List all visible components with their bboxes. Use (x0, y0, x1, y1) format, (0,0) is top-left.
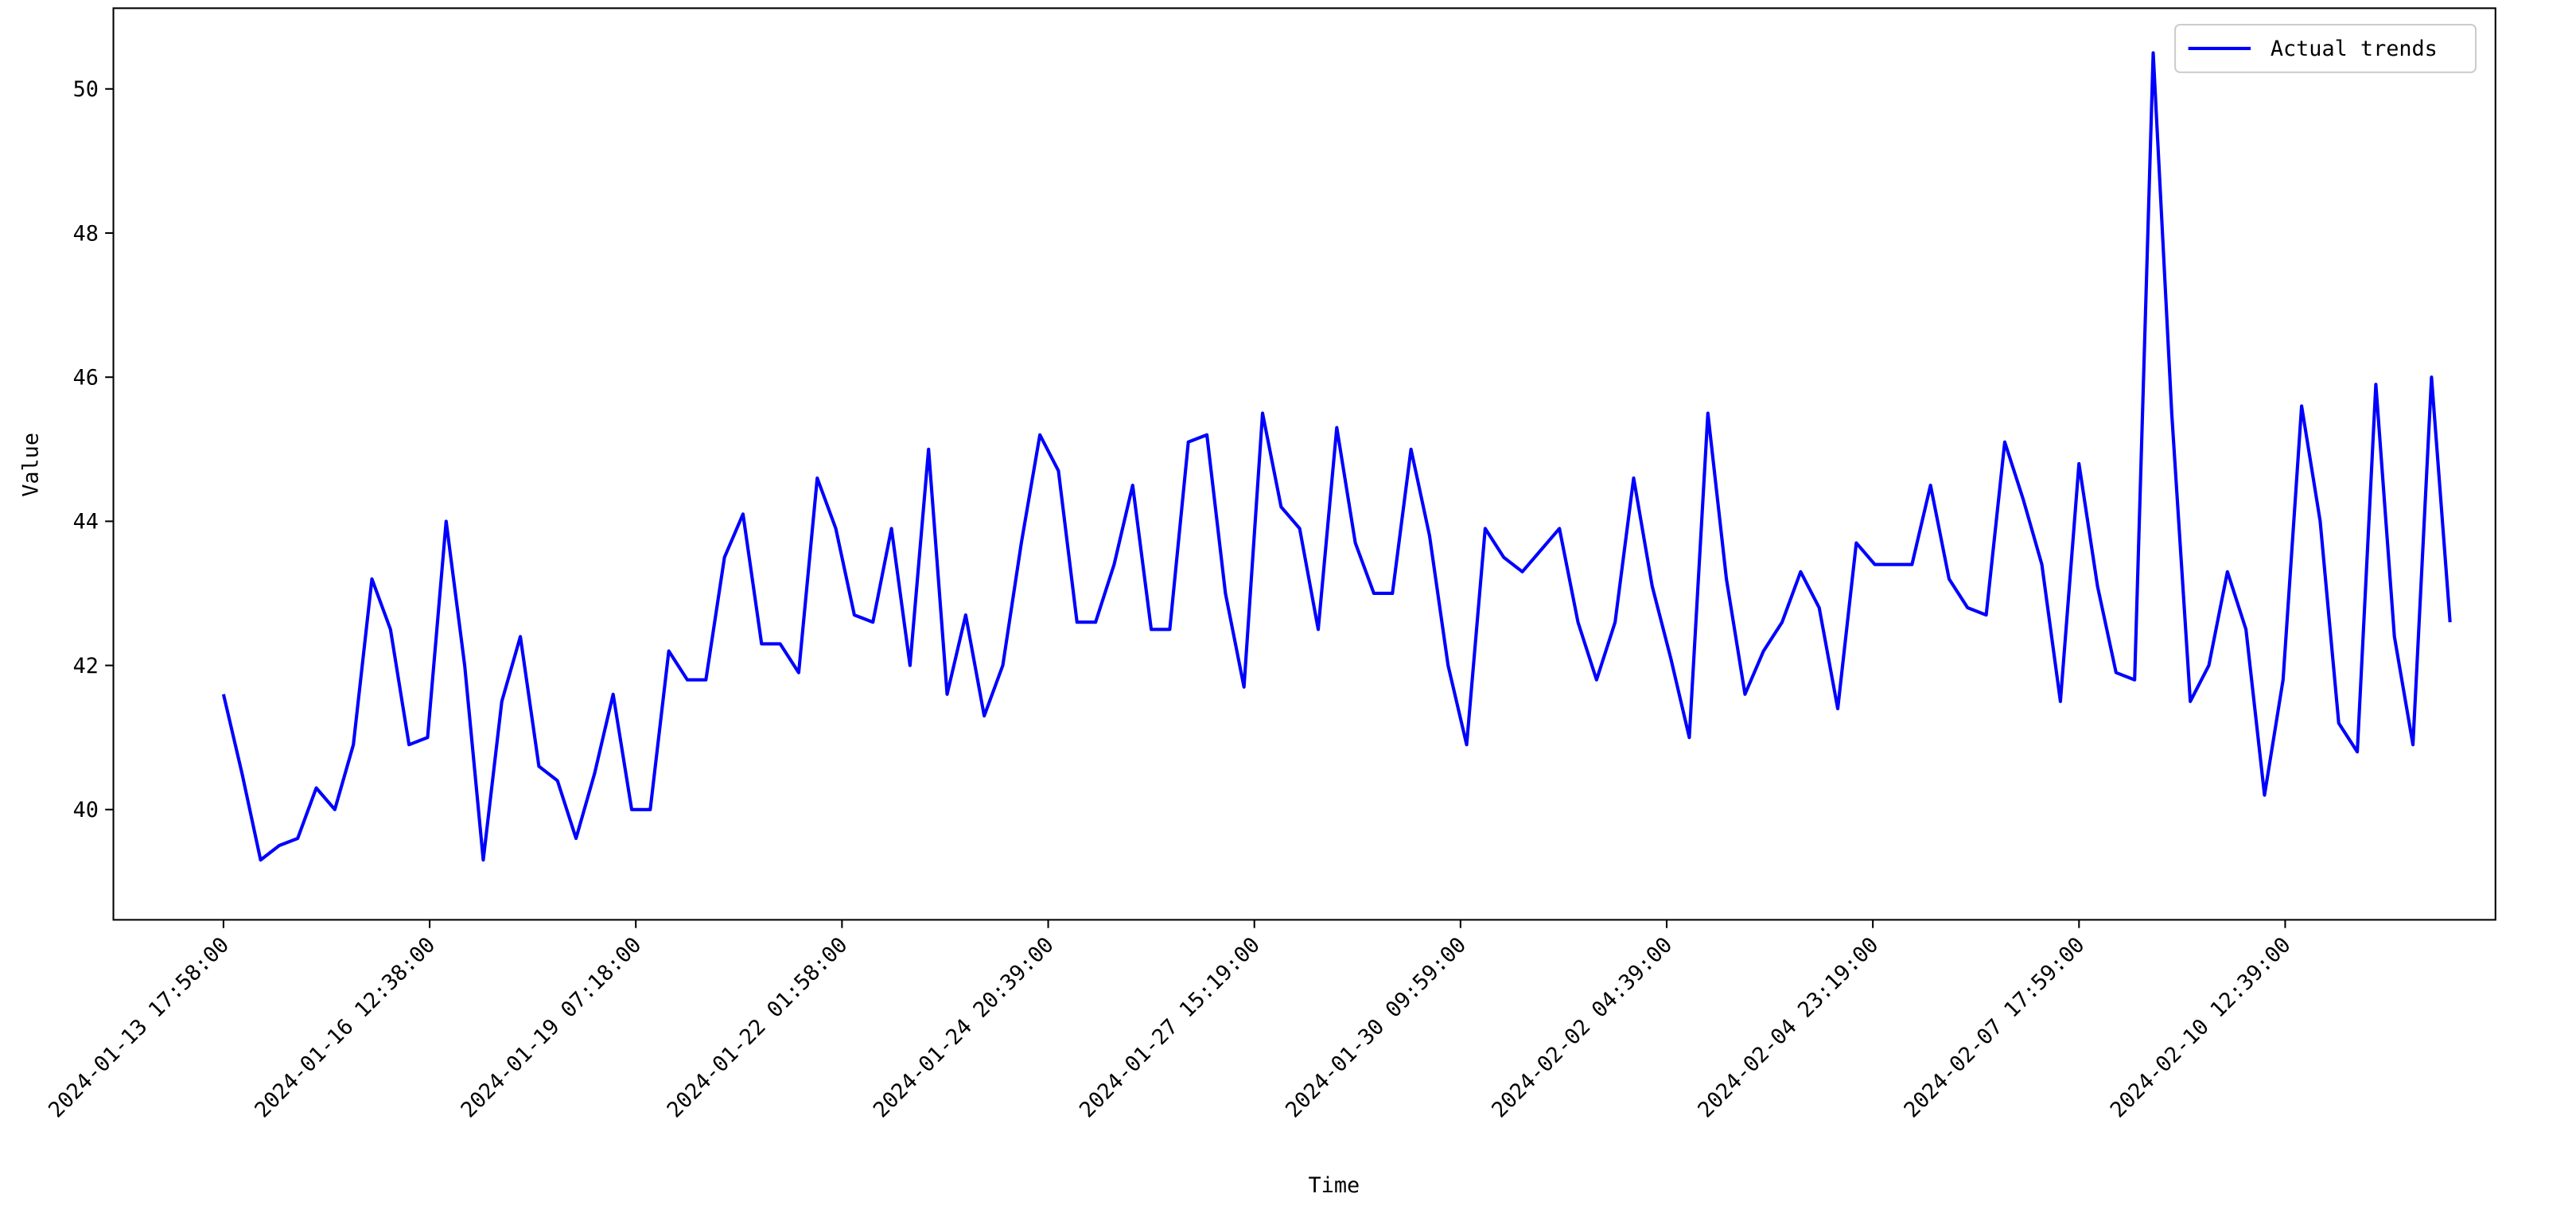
y-tick-label: 42 (73, 654, 99, 678)
x-tick-label: 2024-02-10 12:39:00 (2106, 932, 2296, 1122)
y-tick-label: 40 (73, 798, 99, 822)
x-axis-label: Time (1309, 1173, 1360, 1198)
y-tick-label: 48 (73, 221, 99, 246)
data-line (221, 51, 2452, 862)
x-tick-label: 2024-01-24 20:39:00 (869, 932, 1059, 1122)
x-tick-label: 2024-01-13 17:58:00 (44, 932, 234, 1122)
x-tick-label: 2024-01-30 09:59:00 (1281, 932, 1471, 1122)
legend-label: Actual trends (2271, 37, 2438, 61)
axes-frame (112, 7, 2496, 921)
x-tick-label: 2024-01-22 01:58:00 (663, 932, 853, 1122)
y-tick-label: 44 (73, 510, 99, 535)
x-tick-label: 2024-02-02 04:39:00 (1487, 932, 1677, 1122)
x-tick-label: 2024-01-16 12:38:00 (250, 932, 440, 1122)
y-axis-label: Value (19, 433, 44, 497)
x-tick-label: 2024-02-04 23:19:00 (1693, 932, 1883, 1122)
legend-box (2174, 23, 2477, 73)
x-tick-label: 2024-01-27 15:19:00 (1075, 932, 1265, 1122)
legend: Actual trends (2174, 23, 2477, 73)
y-tick-label: 46 (73, 365, 99, 390)
y-tick-label: 50 (73, 77, 99, 102)
x-tick-label: 2024-02-07 17:59:00 (1900, 932, 2090, 1122)
x-tick-label: 2024-01-19 07:18:00 (456, 932, 646, 1122)
